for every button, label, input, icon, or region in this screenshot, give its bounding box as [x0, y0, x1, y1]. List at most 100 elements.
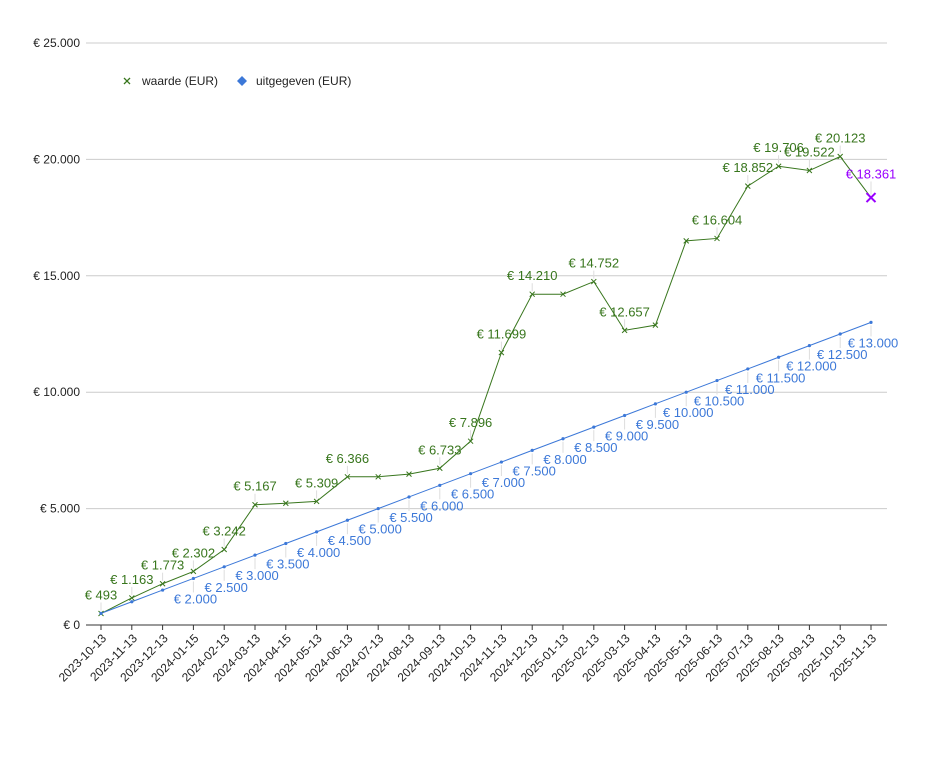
uitgegeven-label: € 8.000 [543, 452, 586, 467]
uitgegeven-label: € 7.500 [513, 463, 556, 478]
uitgegeven-label: € 11.500 [756, 370, 806, 385]
waarde-point [529, 291, 536, 298]
waarde-point [683, 238, 690, 244]
waarde-label: € 18.852 [722, 160, 773, 175]
waarde-label: € 18.361 [846, 167, 897, 182]
waarde-point [221, 546, 228, 553]
legend-label: uitgegeven (EUR) [256, 74, 351, 88]
waarde-label: € 6.733 [418, 442, 461, 457]
legend-x-icon [123, 77, 131, 85]
uitgegeven-label: € 8.500 [574, 440, 617, 455]
uitgegeven-point [499, 460, 503, 464]
waarde-label: € 5.309 [295, 475, 338, 490]
uitgegeven-point [438, 483, 442, 487]
x-marker-stroke [313, 498, 320, 505]
waarde-label: € 1.773 [141, 558, 184, 573]
waarde-label: € 6.366 [326, 451, 369, 466]
waarde-point [436, 465, 443, 472]
uitgegeven-label: € 5.500 [389, 510, 432, 525]
data-labels: € 493€ 1.163€ 1.773€ 2.302 € 3.242 € 5.167… [85, 131, 898, 611]
y-tick-label: € 15.000 [33, 269, 80, 283]
series-lines [100, 155, 872, 614]
uitgegeven-label: € 4.000 [297, 545, 340, 560]
waarde-point [159, 580, 166, 587]
uitgegeven-point [130, 600, 134, 604]
waarde-label: € 19.706 [753, 140, 804, 155]
x-marker-stroke [775, 163, 782, 170]
x-marker-stroke [406, 471, 412, 477]
uitgegeven-point [623, 413, 627, 418]
x-marker-stroke [714, 235, 720, 242]
x-marker-stroke [190, 568, 197, 575]
uitgegeven-point [561, 437, 565, 441]
x-marker-stroke [621, 327, 628, 334]
highlighted-point [865, 192, 877, 203]
x-marker-stroke [252, 501, 258, 508]
x-marker-stroke [560, 291, 566, 298]
x-marker-stroke [865, 192, 877, 203]
uitgegeven-point [807, 344, 812, 348]
legend-item-waarde: waarde (EUR) [123, 74, 218, 88]
y-tick-label: € 5.000 [40, 502, 80, 516]
waarde-line [100, 155, 872, 614]
waarde-point [406, 471, 412, 477]
uitgegeven-point [746, 367, 750, 371]
waarde-point [252, 501, 258, 508]
x-marker-stroke [744, 183, 751, 189]
x-axis: 2023-10-132023-11-132023-12-132024-01-15… [56, 624, 887, 685]
y-axis: € 0 € 5.000 € 10.000 € 15.000 € 20.000 € 25.0… [33, 36, 80, 632]
uitgegeven-label: € 6.000 [420, 498, 463, 513]
waarde-label: € 14.210 [507, 268, 558, 283]
x-marker-stroke [282, 500, 289, 507]
waarde-label: € 1.163 [110, 572, 153, 587]
legend-diamond-icon [237, 76, 247, 86]
waarde-point [282, 500, 289, 507]
uitgegeven-point [407, 495, 411, 499]
x-marker-stroke [529, 291, 536, 298]
legend: waarde (EUR) uitgegeven (EUR) [123, 74, 351, 88]
x-marker-stroke [375, 473, 382, 480]
x-marker-stroke [467, 438, 474, 445]
waarde-point [375, 473, 382, 480]
waarde-point [313, 498, 320, 505]
waarde-point [498, 349, 505, 356]
x-marker-stroke [344, 473, 351, 480]
waarde-label: € 11.699 [477, 327, 527, 342]
waarde-point [775, 163, 782, 170]
x-marker-stroke [159, 580, 166, 587]
waarde-label: € 20.123 [815, 131, 866, 146]
x-marker-stroke [436, 465, 443, 472]
waarde-point [590, 278, 597, 285]
x-marker-stroke [221, 546, 228, 553]
y-tick-label: € 20.000 [33, 152, 80, 166]
uitgegeven-point [345, 518, 349, 522]
uitgegeven-point [315, 530, 319, 534]
uitgegeven-label: € 4.500 [328, 533, 371, 548]
uitgegeven-point [715, 378, 719, 383]
uitgegeven-label: € 9.500 [636, 417, 679, 432]
uitgegeven-point [838, 332, 842, 336]
y-tick-label: € 25.000 [33, 36, 80, 50]
uitgegeven-point [684, 390, 688, 394]
uitgegeven-label: € 12.500 [817, 347, 868, 362]
waarde-point [806, 167, 813, 174]
uitgegeven-label: € 11.000 [725, 382, 775, 397]
uitgegeven-point [653, 402, 658, 406]
x-marker-stroke [652, 322, 659, 329]
waarde-point [621, 327, 628, 334]
uitgegeven-label: € 6.500 [451, 487, 494, 502]
uitgegeven-label: € 2.500 [205, 580, 248, 595]
uitgegeven-point [161, 588, 165, 592]
uitgegeven-label: € 3.500 [266, 557, 309, 572]
x-marker-stroke [590, 278, 597, 285]
uitgegeven-point [376, 507, 380, 511]
uitgegeven-label: € 12.000 [786, 359, 837, 374]
waarde-label: € 16.604 [692, 212, 743, 227]
waarde-label: € 12.657 [599, 304, 650, 319]
uitgegeven-point [253, 553, 257, 557]
y-tick-label: € 0 [63, 618, 80, 632]
waarde-point [744, 183, 751, 189]
waarde-label: € 3.242 [203, 524, 246, 539]
uitgegeven-line [100, 321, 872, 614]
